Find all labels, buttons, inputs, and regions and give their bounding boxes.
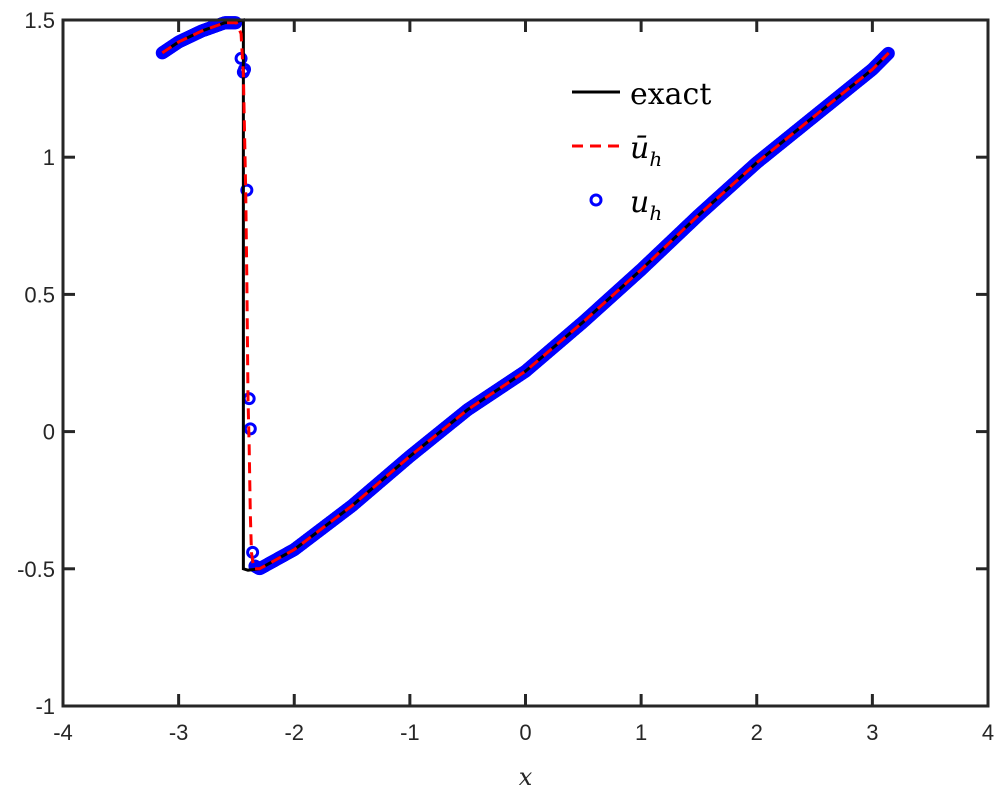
legend: exact ūh uh [572, 77, 711, 225]
legend-uh-swatch [589, 193, 603, 207]
x-tick-label: -2 [284, 720, 304, 745]
x-tick-label: -3 [169, 720, 189, 745]
y-tick-label: 0 [43, 420, 55, 445]
legend-exact-label: exact [630, 77, 711, 112]
ticks-layer: -4 -3 -2 -1 0 1 2 3 4 -1 -0.5 0 0.5 1 1.5 [17, 8, 994, 745]
series-layer [155, 16, 895, 576]
x-tick-label: 4 [982, 720, 994, 745]
x-tick-label: 0 [519, 720, 531, 745]
x-tick-label: 2 [751, 720, 763, 745]
y-tick-label: -0.5 [17, 557, 55, 582]
series-uh [155, 16, 895, 576]
x-tick-label: 3 [866, 720, 878, 745]
y-tick-label: -1 [35, 694, 55, 719]
uh-point [881, 46, 895, 60]
x-axis-label: x [519, 763, 533, 791]
legend-ubar-label: ūh [630, 131, 662, 171]
x-tick-label: -4 [53, 720, 73, 745]
y-tick-label: 1.5 [24, 8, 55, 33]
x-tick-label: -1 [400, 720, 420, 745]
x-tick-label: 1 [635, 720, 647, 745]
series-ubar-line [161, 21, 890, 571]
series-exact-line [161, 18, 890, 572]
legend-uh-label: uh [630, 185, 662, 225]
y-tick-label: 0.5 [24, 282, 55, 307]
y-tick-label: 1 [43, 145, 55, 170]
